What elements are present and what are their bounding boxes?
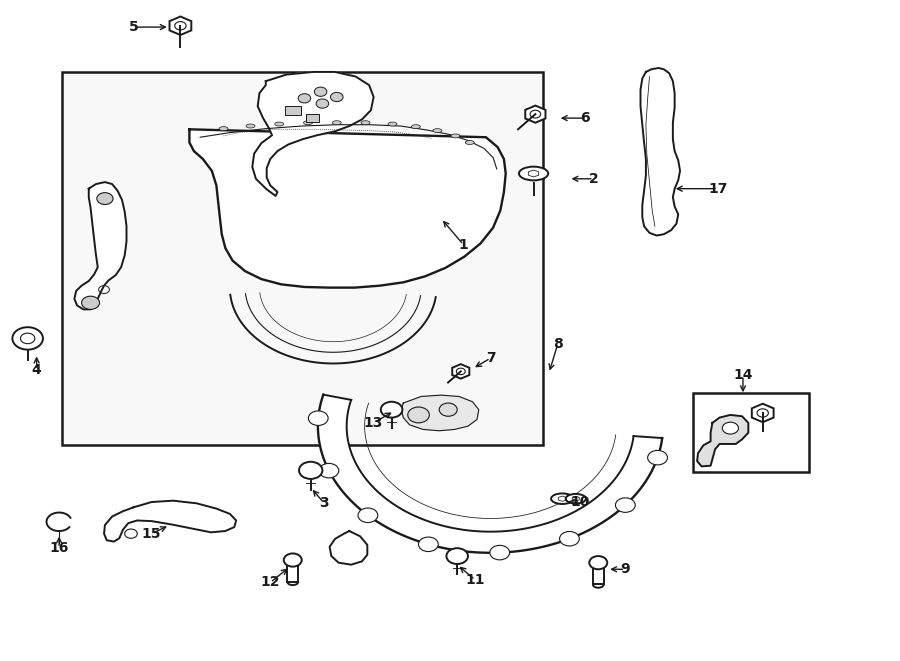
Circle shape: [316, 99, 328, 108]
Text: 6: 6: [580, 111, 590, 125]
Bar: [306, 114, 319, 122]
Circle shape: [439, 403, 457, 416]
Circle shape: [82, 296, 100, 309]
Text: 3: 3: [320, 496, 329, 510]
Ellipse shape: [566, 494, 586, 504]
Circle shape: [560, 531, 580, 546]
Ellipse shape: [303, 121, 312, 125]
Ellipse shape: [361, 121, 370, 125]
Polygon shape: [329, 531, 367, 564]
Circle shape: [309, 411, 328, 426]
Circle shape: [298, 94, 310, 103]
Ellipse shape: [451, 134, 460, 138]
Polygon shape: [698, 415, 748, 467]
Text: 11: 11: [465, 573, 485, 587]
Polygon shape: [452, 364, 469, 379]
Text: 7: 7: [486, 351, 495, 366]
Ellipse shape: [219, 127, 228, 131]
Text: 5: 5: [129, 20, 139, 34]
Text: 15: 15: [142, 527, 161, 541]
Circle shape: [299, 462, 322, 479]
Circle shape: [97, 192, 113, 204]
Circle shape: [648, 450, 668, 465]
Ellipse shape: [433, 129, 442, 133]
Ellipse shape: [332, 121, 341, 125]
Text: 12: 12: [260, 576, 280, 590]
Text: 14: 14: [734, 368, 752, 382]
Circle shape: [358, 508, 378, 523]
Polygon shape: [252, 72, 374, 196]
Circle shape: [319, 463, 338, 478]
Text: 13: 13: [364, 416, 383, 430]
Ellipse shape: [551, 493, 573, 504]
Text: 2: 2: [589, 172, 598, 186]
Text: 10: 10: [571, 495, 590, 509]
Text: 17: 17: [708, 182, 727, 196]
Polygon shape: [752, 404, 774, 422]
Circle shape: [314, 87, 327, 97]
Circle shape: [616, 498, 635, 512]
Ellipse shape: [246, 124, 255, 128]
Text: 16: 16: [50, 541, 68, 555]
Circle shape: [381, 402, 402, 418]
Polygon shape: [318, 395, 662, 553]
Polygon shape: [75, 182, 127, 309]
Text: 9: 9: [620, 563, 630, 576]
Circle shape: [13, 327, 43, 350]
Circle shape: [284, 553, 302, 566]
Polygon shape: [401, 395, 479, 431]
Circle shape: [418, 537, 438, 551]
Bar: [287, 557, 298, 582]
Ellipse shape: [519, 167, 548, 180]
Polygon shape: [641, 68, 680, 235]
Ellipse shape: [465, 141, 474, 145]
Polygon shape: [104, 500, 236, 541]
Text: 4: 4: [32, 363, 41, 377]
Polygon shape: [169, 17, 192, 35]
Bar: [284, 106, 301, 116]
Circle shape: [446, 548, 468, 564]
Text: 8: 8: [553, 336, 562, 351]
Text: 1: 1: [459, 238, 468, 252]
Bar: [693, 393, 809, 473]
Circle shape: [590, 556, 608, 569]
Polygon shape: [189, 130, 506, 288]
Polygon shape: [526, 106, 545, 123]
Circle shape: [125, 529, 138, 538]
Circle shape: [408, 407, 429, 423]
Circle shape: [490, 545, 509, 560]
Circle shape: [330, 93, 343, 102]
Circle shape: [723, 422, 739, 434]
Ellipse shape: [388, 122, 397, 126]
Bar: [593, 559, 604, 584]
Ellipse shape: [274, 122, 284, 126]
Ellipse shape: [411, 125, 420, 129]
Bar: [62, 72, 543, 445]
